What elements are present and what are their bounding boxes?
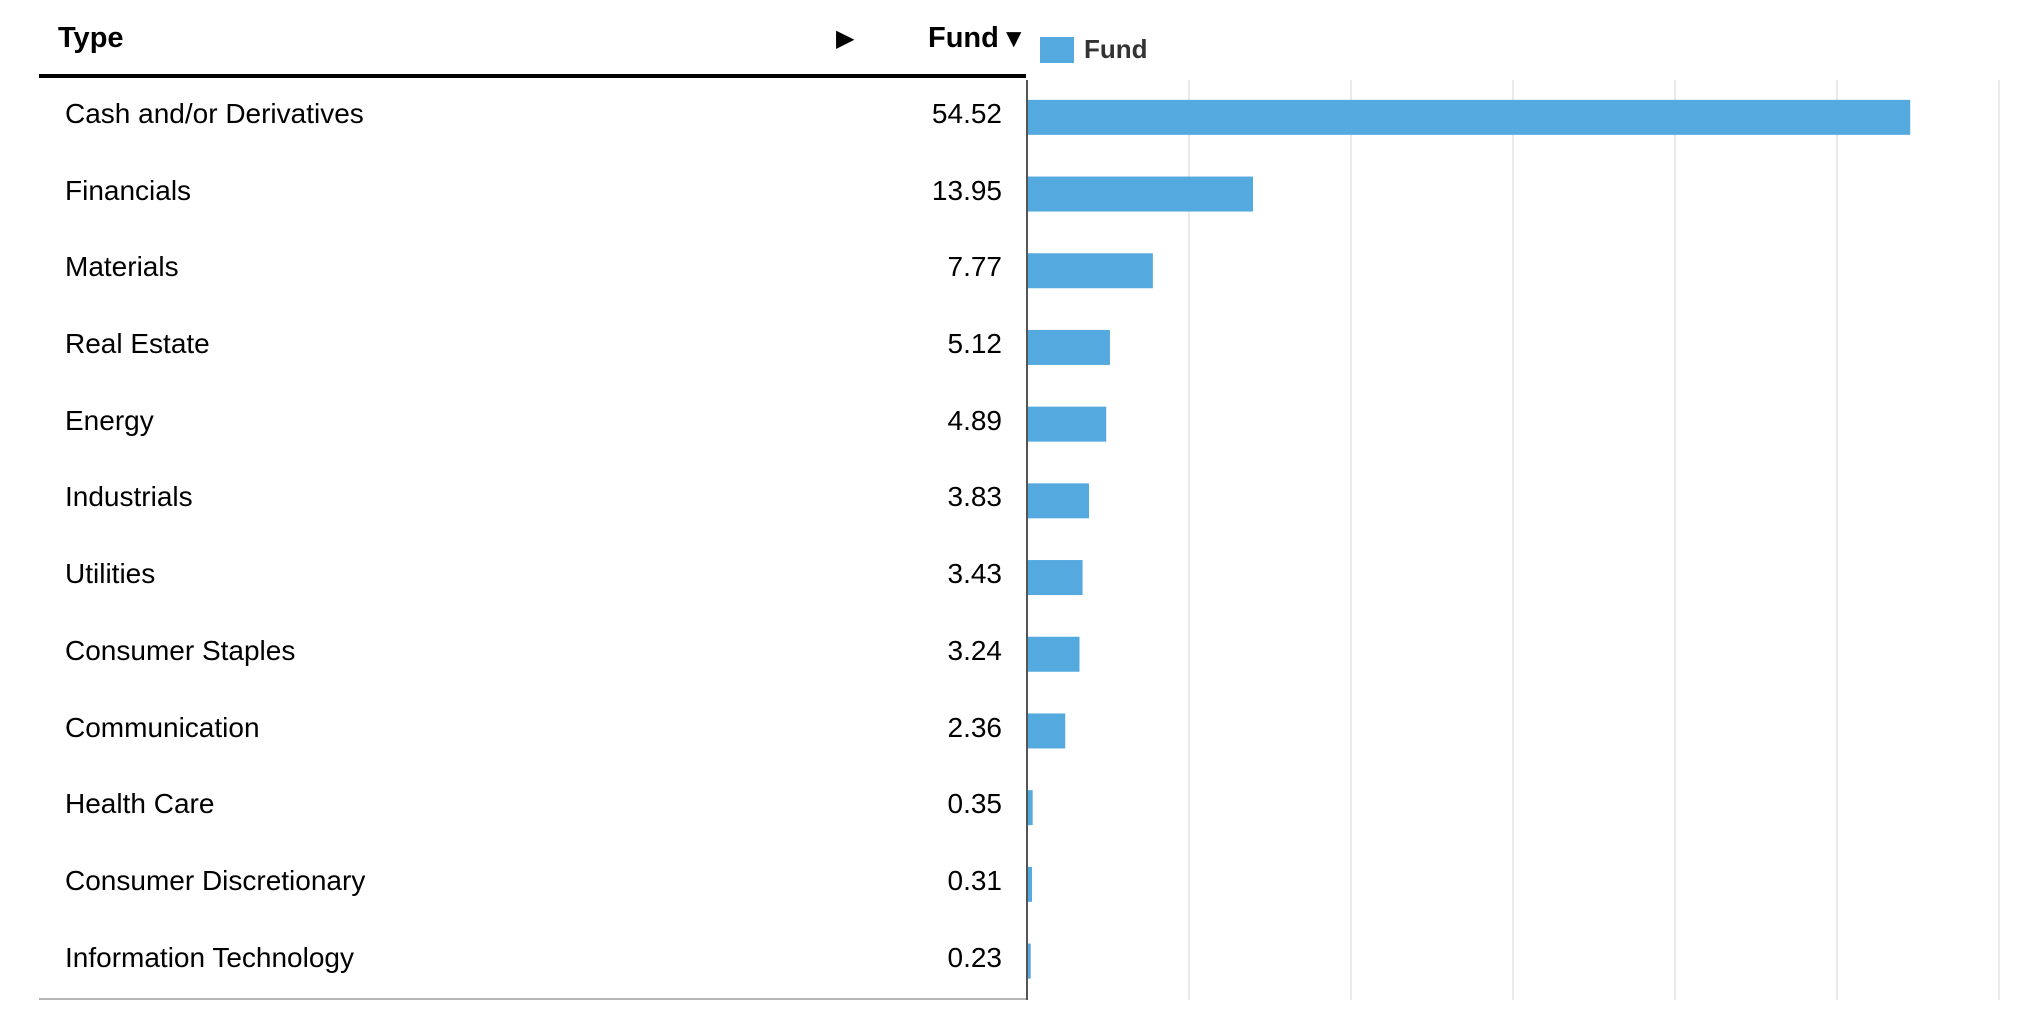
row-type-label: Materials <box>65 251 179 283</box>
row-type-label: Health Care <box>65 788 215 820</box>
breakdown-table: Cash and/or Derivatives 54.52 Financials 13… <box>39 79 1026 999</box>
sort-descending-icon[interactable]: ▼ <box>1000 23 1027 53</box>
row-fund-value: 7.77 <box>947 251 1003 283</box>
row-fund-value: 0.31 <box>947 864 1003 896</box>
table-row: Materials 7.77 <box>39 232 1026 309</box>
row-type-label: Communication <box>65 711 260 743</box>
row-type-label: Energy <box>65 404 154 436</box>
row-fund-value: 3.43 <box>947 558 1003 590</box>
bar-consumer-discretionary[interactable] <box>1027 866 1033 902</box>
row-type-label: Cash and/or Derivatives <box>65 98 364 129</box>
row-fund-value: 13.95 <box>931 174 1002 206</box>
fund-column-header[interactable]: Fund▼ <box>928 22 1027 55</box>
bar-real-estate[interactable] <box>1027 329 1110 365</box>
legend-label: Fund <box>1084 34 1148 64</box>
bar-consumer-staples[interactable] <box>1027 636 1080 672</box>
row-fund-value: 4.89 <box>947 404 1003 436</box>
row-type-label: Consumer Discretionary <box>65 864 366 896</box>
row-fund-value: 2.36 <box>947 711 1003 743</box>
table-bottom-border <box>39 998 1026 1000</box>
table-row: Financials 13.95 <box>39 156 1026 233</box>
bar-cash-and-or-derivatives[interactable] <box>1027 99 1911 135</box>
bar-industrials[interactable] <box>1027 483 1090 519</box>
row-fund-value: 0.23 <box>947 941 1003 973</box>
table-row: Communication 2.36 <box>39 693 1026 770</box>
bar-information-technology[interactable] <box>1027 943 1031 979</box>
bar-health-care[interactable] <box>1027 790 1033 826</box>
row-fund-value: 5.12 <box>947 328 1003 360</box>
legend-swatch <box>1040 36 1074 63</box>
row-type-label: Industrials <box>65 481 193 513</box>
table-row: Information Technology 0.23 <box>39 923 1026 1000</box>
table-row: Consumer Discretionary 0.31 <box>39 846 1026 923</box>
table-row: Health Care 0.35 <box>39 769 1026 846</box>
bar-utilities[interactable] <box>1027 560 1083 596</box>
row-type-label: Consumer Staples <box>65 634 296 666</box>
expand-arrow-icon[interactable]: ▶ <box>836 25 855 52</box>
bar-communication[interactable] <box>1027 713 1066 749</box>
header-divider <box>39 74 1026 78</box>
table-row: Utilities 3.43 <box>39 539 1026 616</box>
row-type-label: Utilities <box>65 558 156 590</box>
bar-materials[interactable] <box>1027 253 1153 289</box>
table-row: Industrials 3.83 <box>39 462 1026 539</box>
table-row: Cash and/or Derivatives 54.52 <box>39 79 1026 156</box>
row-type-label: Information Technology <box>65 941 354 973</box>
row-type-label: Real Estate <box>65 328 210 360</box>
row-type-label: Financials <box>65 174 192 206</box>
chart-legend[interactable]: Fund <box>1040 34 1148 65</box>
table-row: Consumer Staples 3.24 <box>39 616 1026 693</box>
row-fund-value: 54.52 <box>931 98 1002 129</box>
fund-column-label: Fund <box>928 22 999 54</box>
row-fund-value: 3.83 <box>947 481 1003 513</box>
table-row: Energy 4.89 <box>39 386 1026 463</box>
type-column-header: Type <box>58 22 124 54</box>
row-fund-value: 3.24 <box>947 634 1003 666</box>
bar-chart <box>1026 80 2000 1000</box>
bar-energy[interactable] <box>1027 406 1107 442</box>
row-fund-value: 0.35 <box>947 788 1003 820</box>
bar-financials[interactable] <box>1027 176 1253 212</box>
table-row: Real Estate 5.12 <box>39 309 1026 386</box>
